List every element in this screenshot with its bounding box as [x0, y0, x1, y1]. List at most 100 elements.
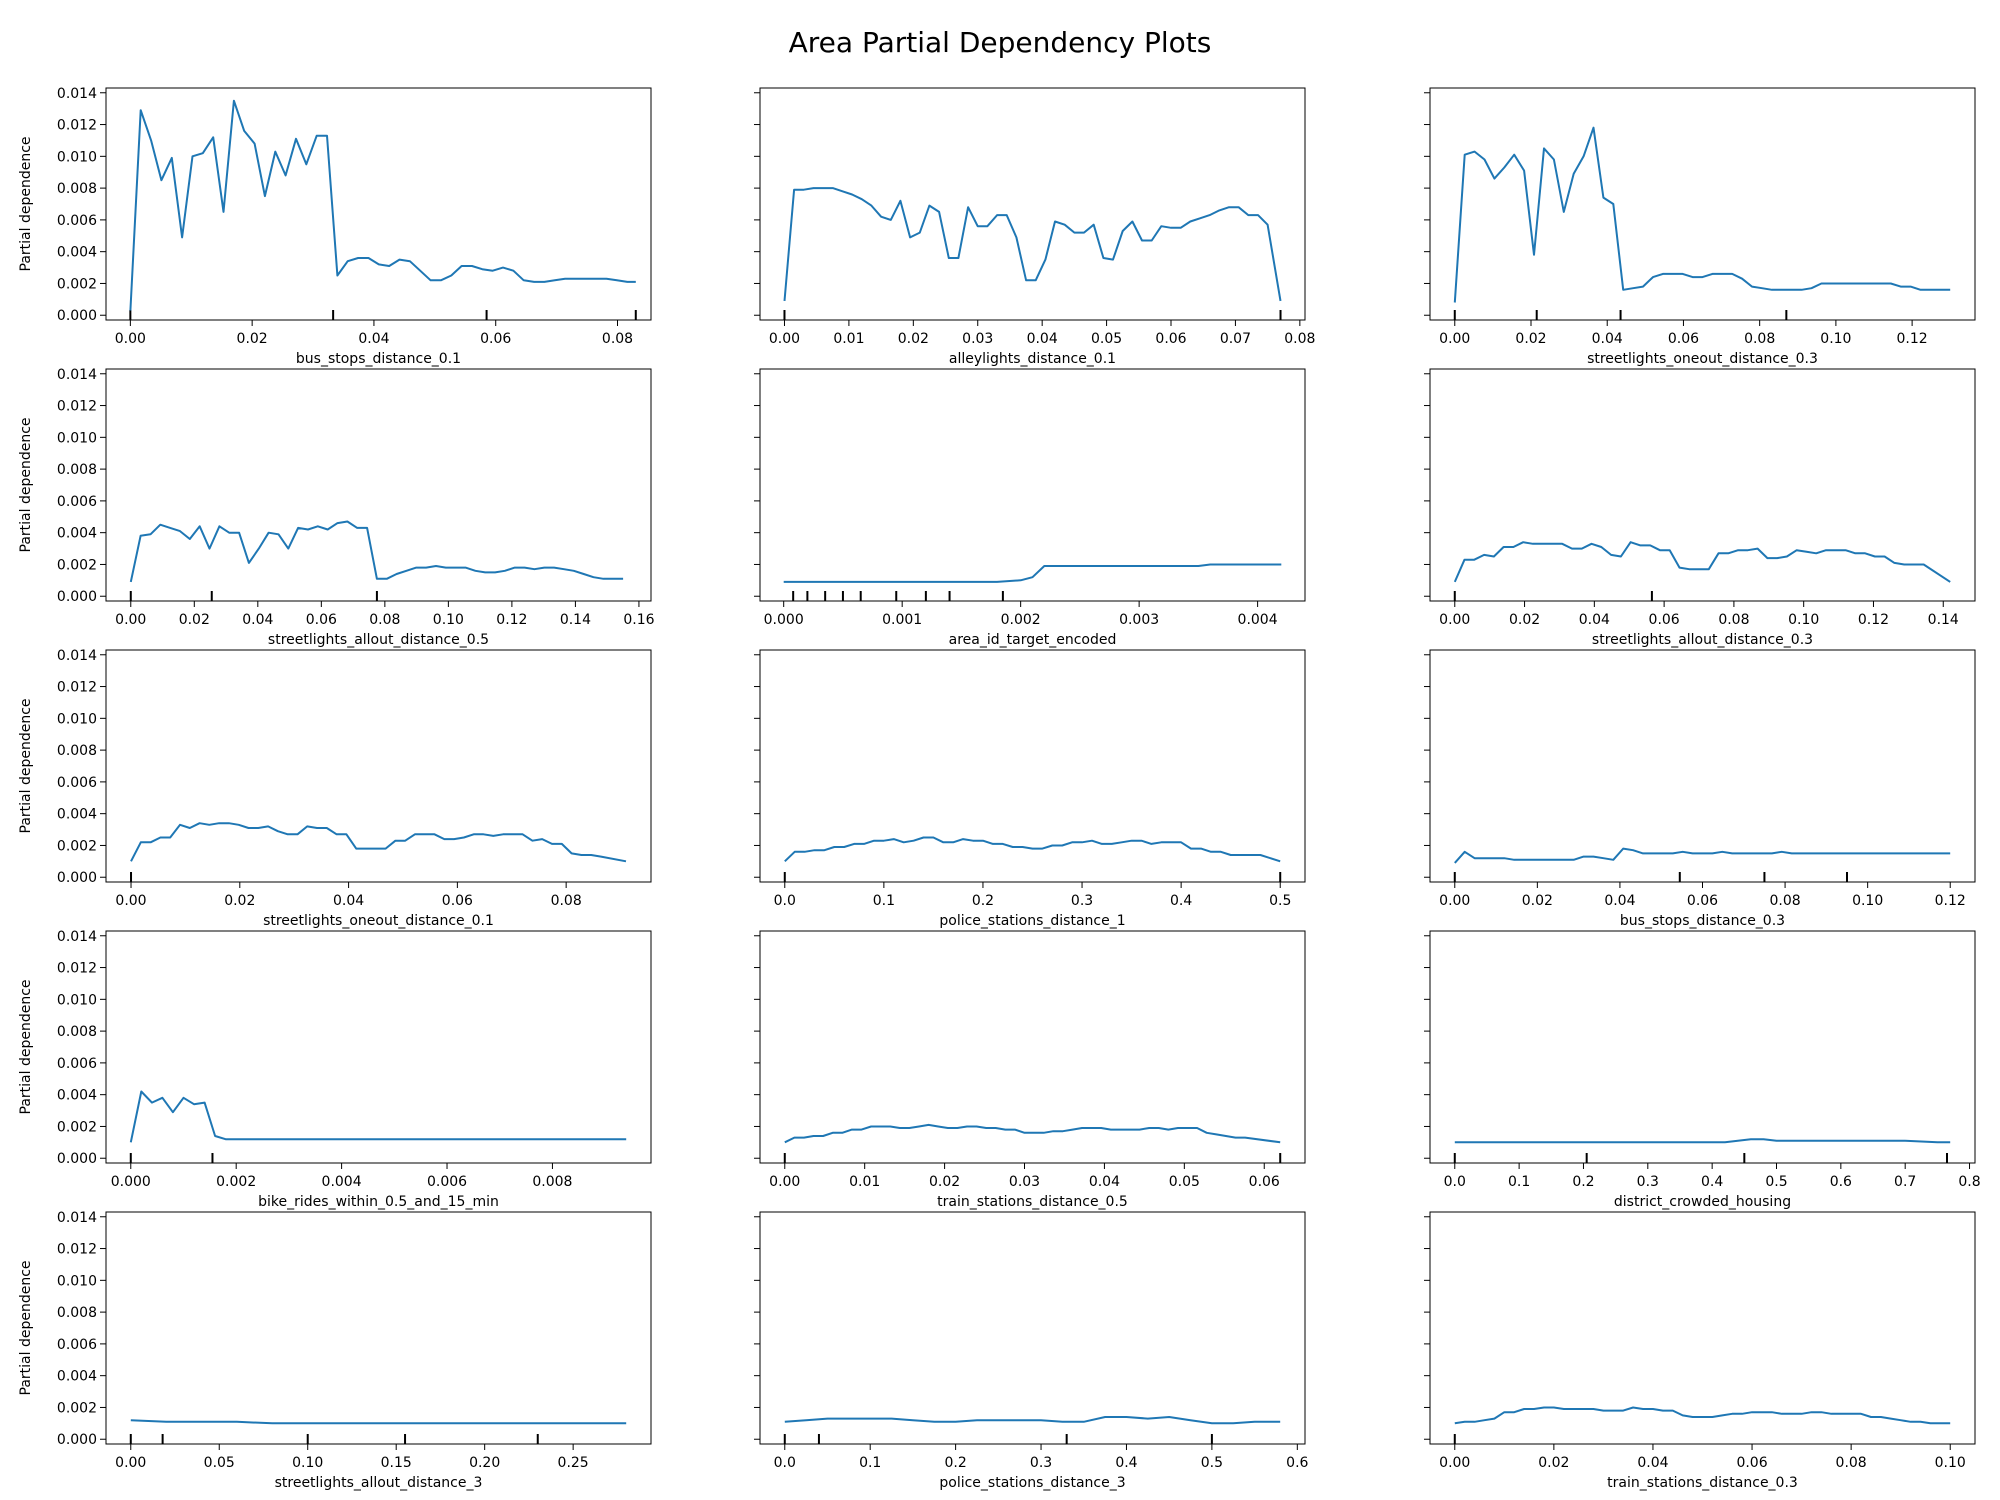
- y-axis-label: Partial dependence: [18, 417, 34, 552]
- pd-line: [130, 1419, 627, 1425]
- y-tick-label: 0.014: [57, 1210, 97, 1226]
- y-tick-label: 0.000: [57, 1151, 97, 1167]
- pd-line: [784, 1123, 1281, 1144]
- pd-line: [784, 1416, 1281, 1425]
- x-tick-label: 0.06: [1155, 331, 1186, 347]
- axes-frame: [105, 930, 652, 1164]
- x-tick-label: 0.00: [1439, 612, 1470, 628]
- x-tick-label: 0.1: [1508, 1174, 1530, 1190]
- x-tick-label: 0.00: [115, 331, 146, 347]
- x-tick-label: 0.4: [1701, 1174, 1723, 1190]
- x-tick-label: 0.25: [558, 1455, 589, 1471]
- x-tick-label: 0.02: [224, 893, 255, 909]
- y-tick-label: 0.012: [57, 1242, 97, 1258]
- y-tick-label: 0.008: [57, 181, 97, 197]
- x-tick-label: 0.2: [1572, 1174, 1594, 1190]
- subplot-9: 0.00 0.02 0.04 0.06 0.08 0.10 0.12 bus_stops_di…: [1424, 649, 1976, 929]
- pd-line: [1454, 847, 1951, 864]
- axes-frame: [759, 368, 1306, 602]
- x-tick-label: 0.0: [774, 1455, 796, 1471]
- y-tick-label: 0.014: [57, 367, 97, 383]
- x-tick-label: 0.10: [433, 612, 464, 628]
- y-tick-label: 0.010: [57, 1273, 97, 1289]
- x-tick-label: 0.05: [1169, 1174, 1200, 1190]
- axes-frame: [1429, 368, 1976, 602]
- x-tick-label: 0.14: [1928, 612, 1959, 628]
- x-tick-label: 0.12: [1897, 331, 1928, 347]
- x-tick-label: 0.06: [1649, 612, 1680, 628]
- y-tick-label: 0.008: [57, 1305, 97, 1321]
- x-tick-label: 0.8: [1958, 1174, 1980, 1190]
- figure-title: Area Partial Dependency Plots: [789, 26, 1212, 59]
- axes-frame: [759, 1211, 1306, 1445]
- x-tick-label: 0.7: [1894, 1174, 1916, 1190]
- x-tick-label: 0.002: [216, 1174, 256, 1190]
- subplot-4: 0.000 0.002 0.004 0.006 0.008 0.010 0.012 0.014…: [18, 367, 655, 648]
- x-tick-label: 0.1: [873, 893, 895, 909]
- x-tick-label: 0.04: [1637, 1455, 1668, 1471]
- x-tick-label: 0.00: [115, 893, 146, 909]
- y-tick-label: 0.002: [57, 1400, 97, 1416]
- x-tick-label: 0.04: [358, 331, 389, 347]
- x-tick-label: 0.004: [322, 1174, 362, 1190]
- y-axis-label: Partial dependence: [18, 136, 34, 271]
- axes-frame: [759, 87, 1306, 321]
- axes-frame: [105, 368, 652, 602]
- subplot-grid: 0.000 0.002 0.004 0.006 0.008 0.010 0.012 0.014…: [18, 86, 1981, 1491]
- x-tick-label: 0.2: [972, 893, 994, 909]
- pd-line: [129, 520, 624, 583]
- x-tick-label: 0.10: [292, 1455, 323, 1471]
- x-tick-label: 0.00: [1439, 1455, 1470, 1471]
- x-axis-label: train_stations_distance_0.5: [937, 1194, 1128, 1210]
- x-tick-label: 0.002: [1001, 612, 1041, 628]
- pd-line: [1453, 541, 1951, 583]
- subplot-7: 0.000 0.002 0.004 0.006 0.008 0.010 0.012 0.014…: [18, 648, 652, 929]
- pd-line: [783, 187, 1282, 302]
- y-tick-label: 0.014: [57, 648, 97, 664]
- y-tick-label: 0.010: [57, 711, 97, 727]
- y-tick-label: 0.000: [57, 589, 97, 605]
- x-tick-label: 0.06: [442, 893, 473, 909]
- x-axis-label: alleylights_distance_0.1: [949, 351, 1116, 367]
- subplot-6: 0.00 0.02 0.04 0.06 0.08 0.10 0.12 0.14 streetli…: [1424, 368, 1976, 648]
- y-tick-label: 0.000: [57, 1432, 97, 1448]
- y-tick-label: 0.014: [57, 929, 97, 945]
- x-axis-label: police_stations_distance_1: [939, 913, 1125, 929]
- axes-frame: [105, 87, 652, 321]
- subplot-5: 0.000 0.001 0.002 0.003 0.004 area_id_target_…: [754, 368, 1306, 648]
- axes-frame: [105, 649, 652, 883]
- x-tick-label: 0.00: [115, 612, 146, 628]
- y-tick-label: 0.008: [57, 1024, 97, 1040]
- pd-line: [129, 1090, 627, 1143]
- x-tick-label: 0.04: [1579, 612, 1610, 628]
- x-tick-label: 0.02: [1522, 893, 1553, 909]
- y-tick-label: 0.002: [57, 557, 97, 573]
- subplot-12: 0.0 0.1 0.2 0.3 0.4 0.5 0.6 0.7 0.8 district_crow…: [1424, 930, 1981, 1210]
- y-tick-label: 0.006: [57, 1056, 97, 1072]
- x-tick-label: 0.04: [1089, 1174, 1120, 1190]
- y-axis-label: Partial dependence: [18, 1260, 34, 1395]
- axes-frame: [1429, 649, 1976, 883]
- x-tick-label: 0.02: [237, 331, 268, 347]
- x-tick-label: 0.04: [242, 612, 273, 628]
- x-tick-label: 0.000: [764, 612, 804, 628]
- y-tick-label: 0.004: [57, 1088, 97, 1104]
- x-tick-label: 0.10: [1820, 331, 1851, 347]
- x-tick-label: 0.08: [369, 612, 400, 628]
- x-tick-label: 0.01: [849, 1174, 880, 1190]
- x-tick-label: 0.5: [1269, 893, 1291, 909]
- y-tick-label: 0.002: [57, 838, 97, 854]
- y-tick-label: 0.004: [57, 526, 97, 542]
- x-tick-label: 0.15: [381, 1455, 412, 1471]
- y-tick-label: 0.008: [57, 462, 97, 478]
- x-axis-label: streetlights_allout_distance_0.5: [268, 632, 489, 648]
- x-tick-label: 0.02: [898, 331, 929, 347]
- x-tick-label: 0.001: [882, 612, 922, 628]
- x-tick-label: 0.3: [1030, 1455, 1052, 1471]
- x-tick-label: 0.02: [1515, 331, 1546, 347]
- x-axis-label: streetlights_allout_distance_3: [275, 1475, 483, 1491]
- subplot-13: 0.000 0.002 0.004 0.006 0.008 0.010 0.012 0.014…: [18, 1210, 652, 1491]
- x-tick-label: 0.07: [1220, 331, 1251, 347]
- x-tick-label: 0.06: [480, 331, 511, 347]
- subplot-15: 0.00 0.02 0.04 0.06 0.08 0.10 train_stations_d…: [1424, 1211, 1976, 1491]
